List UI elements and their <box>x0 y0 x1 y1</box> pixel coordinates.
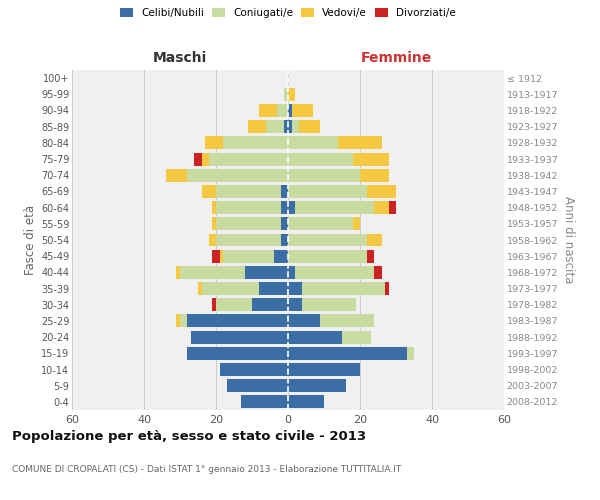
Bar <box>288 136 338 149</box>
Bar <box>212 250 220 262</box>
Bar <box>223 250 274 262</box>
Bar <box>295 266 374 279</box>
Bar <box>277 104 288 117</box>
Bar <box>288 347 407 360</box>
Bar <box>288 104 292 117</box>
Bar <box>220 363 288 376</box>
Bar <box>223 136 288 149</box>
Bar <box>288 314 320 328</box>
Bar <box>259 104 277 117</box>
Bar <box>187 347 288 360</box>
Bar <box>198 282 202 295</box>
Bar <box>288 379 346 392</box>
Bar <box>252 298 288 311</box>
Bar <box>212 298 216 311</box>
Bar <box>187 169 288 181</box>
Bar <box>180 314 187 328</box>
Bar <box>295 201 374 214</box>
Bar <box>245 266 288 279</box>
Bar <box>205 136 223 149</box>
Bar <box>202 282 259 295</box>
Bar <box>176 266 180 279</box>
Bar <box>288 396 324 408</box>
Bar <box>216 185 281 198</box>
Bar <box>342 330 371 344</box>
Bar <box>176 314 180 328</box>
Bar <box>288 330 342 344</box>
Legend: Celibi/Nubili, Coniugati/e, Vedovi/e, Divorziati/e: Celibi/Nubili, Coniugati/e, Vedovi/e, Di… <box>120 8 456 18</box>
Bar <box>274 250 288 262</box>
Bar <box>353 152 389 166</box>
Bar <box>302 298 356 311</box>
Bar <box>288 218 353 230</box>
Bar <box>288 234 367 246</box>
Bar <box>180 266 245 279</box>
Bar <box>266 120 284 133</box>
Bar <box>194 152 202 166</box>
Bar <box>374 266 382 279</box>
Bar <box>338 136 382 149</box>
Y-axis label: Anni di nascita: Anni di nascita <box>562 196 575 284</box>
Bar <box>385 282 389 295</box>
Bar <box>288 201 295 214</box>
Bar <box>220 250 223 262</box>
Bar <box>288 185 367 198</box>
Bar <box>212 218 216 230</box>
Bar <box>202 185 216 198</box>
Bar <box>367 234 382 246</box>
Bar <box>284 88 288 101</box>
Bar <box>259 282 288 295</box>
Bar <box>216 298 252 311</box>
Bar <box>292 120 299 133</box>
Bar <box>216 234 281 246</box>
Bar <box>288 298 302 311</box>
Bar <box>281 185 288 198</box>
Bar <box>216 218 281 230</box>
Bar <box>288 120 292 133</box>
Bar <box>227 379 288 392</box>
Bar <box>241 396 288 408</box>
Bar <box>288 363 360 376</box>
Bar <box>407 347 414 360</box>
Bar <box>367 250 374 262</box>
Bar <box>209 234 216 246</box>
Bar <box>288 88 295 101</box>
Bar <box>187 314 288 328</box>
Bar <box>166 169 187 181</box>
Bar <box>284 120 288 133</box>
Bar <box>216 201 281 214</box>
Bar <box>209 152 288 166</box>
Bar <box>360 169 389 181</box>
Bar <box>374 201 389 214</box>
Bar <box>281 218 288 230</box>
Y-axis label: Fasce di età: Fasce di età <box>23 205 37 275</box>
Bar <box>288 250 367 262</box>
Bar <box>299 120 320 133</box>
Bar <box>281 201 288 214</box>
Bar <box>288 282 302 295</box>
Bar <box>288 169 360 181</box>
Bar <box>202 152 209 166</box>
Bar <box>302 282 385 295</box>
Bar <box>248 120 266 133</box>
Bar <box>353 218 360 230</box>
Text: COMUNE DI CROPALATI (CS) - Dati ISTAT 1° gennaio 2013 - Elaborazione TUTTITALIA.: COMUNE DI CROPALATI (CS) - Dati ISTAT 1°… <box>12 465 401 474</box>
Text: Maschi: Maschi <box>153 51 207 65</box>
Bar <box>212 201 216 214</box>
Bar <box>320 314 374 328</box>
Bar <box>191 330 288 344</box>
Bar <box>367 185 396 198</box>
Text: Popolazione per età, sesso e stato civile - 2013: Popolazione per età, sesso e stato civil… <box>12 430 366 443</box>
Bar <box>288 152 353 166</box>
Text: Femmine: Femmine <box>361 51 431 65</box>
Bar <box>288 266 295 279</box>
Bar <box>281 234 288 246</box>
Bar <box>389 201 396 214</box>
Bar <box>292 104 313 117</box>
